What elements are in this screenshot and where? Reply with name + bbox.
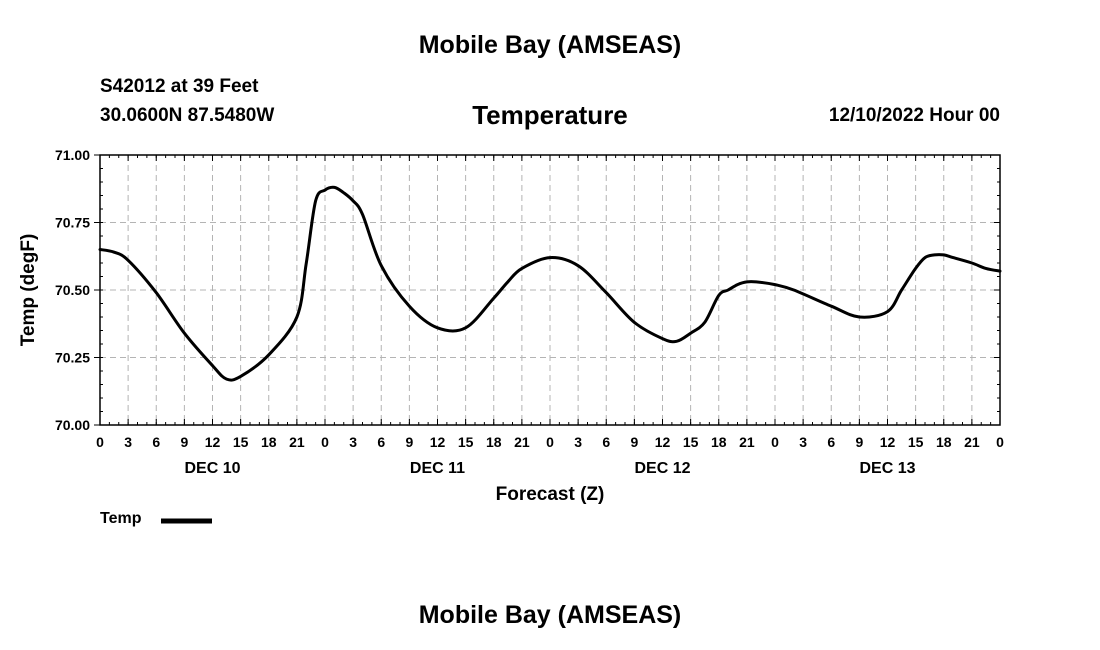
x-tick-label: 6 xyxy=(377,434,385,450)
x-tick-label: 9 xyxy=(405,434,413,450)
day-label: DEC 11 xyxy=(410,460,465,477)
station-coords: 30.0600N 87.5480W xyxy=(100,105,275,126)
x-tick-label: 6 xyxy=(152,434,160,450)
y-tick-label: 70.00 xyxy=(55,417,90,433)
legend-label: Temp xyxy=(100,510,142,527)
x-tick-label: 0 xyxy=(321,434,329,450)
y-tick-label: 70.75 xyxy=(55,215,90,231)
day-label: DEC 12 xyxy=(634,460,690,477)
plot-frame xyxy=(99,154,1001,426)
x-tick-label: 12 xyxy=(880,434,896,450)
x-tick-label: 0 xyxy=(546,434,554,450)
y-tick-label: 70.50 xyxy=(55,282,90,298)
day-label: DEC 10 xyxy=(184,460,240,477)
station-label: S42012 at 39 Feet xyxy=(100,76,259,97)
x-tick-label: 12 xyxy=(205,434,221,450)
x-tick-label: 18 xyxy=(711,434,727,450)
x-tick-label: 18 xyxy=(486,434,502,450)
grid-lines xyxy=(100,155,1000,425)
x-tick-label: 0 xyxy=(96,434,104,450)
x-tick-label: 3 xyxy=(574,434,582,450)
y-tick-label: 70.25 xyxy=(55,350,90,366)
x-tick-label: 15 xyxy=(233,434,249,450)
chart-title: Temperature xyxy=(472,100,628,130)
x-tick-label: 15 xyxy=(683,434,699,450)
y-tick-label: 71.00 xyxy=(55,147,90,163)
x-tick-label: 18 xyxy=(261,434,277,450)
x-tick-label: 15 xyxy=(908,434,924,450)
x-tick-label: 6 xyxy=(827,434,835,450)
x-tick-label: 3 xyxy=(124,434,132,450)
x-tick-label: 0 xyxy=(771,434,779,450)
y-axis-label: Temp (degF) xyxy=(18,234,39,347)
x-tick-label: 12 xyxy=(655,434,671,450)
tick-labels: 0 3 6 9 12 15 18 21 0 3 6 9 12 15 18 21 0 3 6 9 12 15 18 21 0 3 6 9… xyxy=(55,147,1004,477)
x-tick-label: 0 xyxy=(996,434,1004,450)
x-tick-label: 21 xyxy=(964,434,980,450)
day-label: DEC 13 xyxy=(859,460,915,477)
x-tick-label: 21 xyxy=(739,434,755,450)
x-tick-label: 21 xyxy=(514,434,530,450)
temp-series-line xyxy=(98,185,1002,382)
x-tick-label: 9 xyxy=(855,434,863,450)
x-tick-label: 6 xyxy=(602,434,610,450)
page-title: Mobile Bay (AMSEAS) xyxy=(418,31,682,59)
x-tick-label: 9 xyxy=(180,434,188,450)
x-tick-label: 12 xyxy=(430,434,446,450)
forecast-time: 12/10/2022 Hour 00 xyxy=(828,105,1000,126)
x-tick-label: 15 xyxy=(458,434,474,450)
x-axis-label: Forecast (Z) xyxy=(496,484,605,505)
x-tick-label: 3 xyxy=(349,434,357,450)
x-tick-label: 9 xyxy=(630,434,638,450)
x-tick-label: 3 xyxy=(799,434,807,450)
x-tick-label: 21 xyxy=(289,434,305,450)
footer-title: Mobile Bay (AMSEAS) xyxy=(418,601,682,629)
x-tick-label: 18 xyxy=(936,434,952,450)
